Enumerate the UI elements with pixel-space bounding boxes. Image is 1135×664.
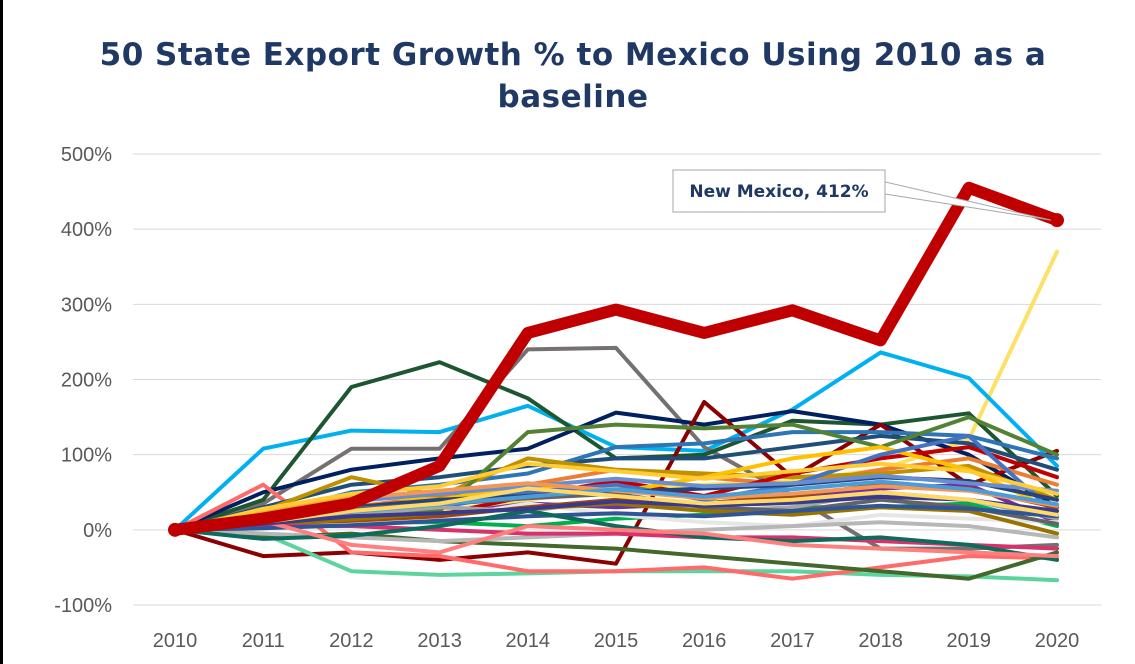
x-tick-label: 2019 [947, 630, 992, 652]
series-line [173, 486, 1059, 532]
series-start-point [168, 522, 182, 537]
series-lines [173, 249, 1059, 583]
x-tick-label: 2010 [153, 630, 198, 652]
y-axis-ticks: -100% 0% 100% 200% 300% 400% 500% [54, 144, 112, 617]
chart-frame: 50 State Export Growth % to Mexico Using… [3, 0, 1135, 664]
x-tick-label: 2018 [858, 630, 903, 652]
highlight-series [168, 181, 1064, 537]
y-tick-label: -100% [54, 595, 112, 617]
x-axis-ticks: 2010 2011 2012 2013 2014 2015 2016 2017 2018 2019… [153, 630, 1080, 652]
x-tick-label: 2011 [242, 630, 285, 652]
series-end-point [1050, 213, 1064, 228]
series-line-new-mexico [169, 181, 1063, 536]
x-tick-label: 2013 [417, 630, 462, 652]
y-tick-label: 0% [83, 520, 112, 542]
callout-label: New Mexico, 412% [689, 182, 868, 202]
x-tick-label: 2015 [594, 630, 639, 652]
y-tick-label: 200% [61, 370, 112, 392]
y-tick-label: 500% [61, 144, 112, 166]
y-tick-label: 400% [61, 219, 112, 241]
x-tick-label: 2020 [1035, 630, 1080, 652]
x-tick-label: 2017 [770, 630, 815, 652]
x-tick-label: 2016 [682, 630, 727, 652]
callout-box [672, 169, 886, 213]
series-line [173, 518, 1059, 559]
x-tick-label: 2012 [329, 630, 374, 652]
x-tick-label: 2014 [506, 630, 551, 652]
line-chart: -100% 0% 100% 200% 300% 400% 500% 2010 2011 2012… [54, 144, 1101, 652]
callout: New Mexico, 412% [672, 169, 1052, 221]
y-tick-label: 100% [61, 445, 112, 467]
series-line [173, 503, 1059, 532]
series-line [173, 400, 1059, 566]
chart-title: 50 State Export Growth % to Mexico Using… [99, 37, 1047, 115]
series-line [173, 494, 1059, 532]
series-line [173, 461, 1059, 532]
series-line [173, 482, 1059, 581]
y-tick-label: 300% [61, 294, 112, 316]
